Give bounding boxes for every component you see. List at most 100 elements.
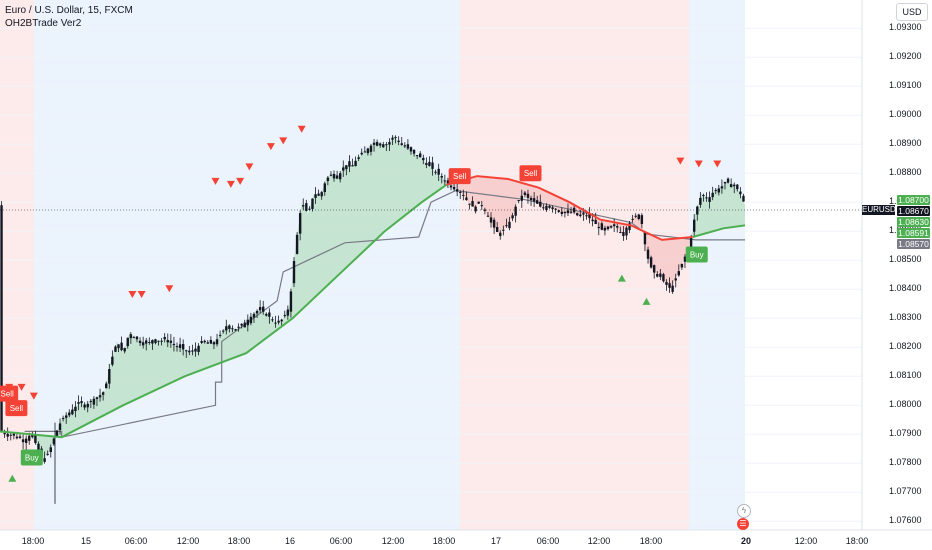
currency-button[interactable]: USD bbox=[896, 3, 928, 21]
candle-body bbox=[689, 237, 693, 252]
candle-body bbox=[532, 198, 536, 202]
candle-body bbox=[366, 148, 370, 154]
trailing-stop-line bbox=[24, 189, 745, 438]
price-tick-label: 1.09000 bbox=[889, 109, 922, 120]
candle-body bbox=[28, 435, 31, 441]
candle-body bbox=[61, 417, 65, 419]
candle-body bbox=[588, 213, 591, 219]
candle-body bbox=[335, 175, 339, 179]
candle-body bbox=[169, 340, 173, 343]
candle-body bbox=[363, 151, 367, 153]
candle-body bbox=[348, 161, 351, 167]
candle-body bbox=[659, 273, 662, 277]
candle-body bbox=[111, 356, 114, 365]
candle-body bbox=[542, 207, 545, 209]
candle-body bbox=[280, 319, 283, 322]
candle-body bbox=[499, 232, 502, 237]
candle-body bbox=[80, 401, 83, 404]
candle-body bbox=[477, 201, 480, 204]
candle-body bbox=[437, 168, 440, 175]
price-tick-label: 1.08300 bbox=[889, 312, 922, 323]
candle-body bbox=[742, 195, 745, 202]
candle-body bbox=[625, 227, 628, 236]
candle-body bbox=[612, 224, 616, 227]
candle-body bbox=[351, 165, 354, 167]
candle-body bbox=[662, 274, 665, 282]
candle-body bbox=[502, 229, 505, 231]
moving-average-line bbox=[0, 183, 447, 439]
candle-body bbox=[302, 205, 305, 207]
session-backgrounds bbox=[0, 0, 745, 530]
lightning-icon[interactable]: ϟ bbox=[737, 504, 751, 518]
indicator-name[interactable]: OH2BTrade Ver2 bbox=[5, 18, 82, 29]
sell-label-text: Sell bbox=[453, 172, 467, 181]
candle-body bbox=[400, 143, 403, 145]
time-tick-label: 12:00 bbox=[794, 536, 818, 546]
price-tick-label: 1.08200 bbox=[889, 341, 922, 352]
candle-body bbox=[474, 206, 477, 212]
sell-arrow-icon bbox=[29, 392, 38, 400]
candle-body bbox=[406, 144, 410, 149]
candle-body bbox=[468, 203, 471, 205]
candle-body bbox=[526, 193, 530, 198]
candle-body bbox=[378, 143, 382, 146]
time-tick-label: 18:00 bbox=[845, 536, 869, 546]
sell-label-box bbox=[448, 168, 471, 185]
flag-icon[interactable]: ☰ bbox=[737, 518, 749, 530]
sell-label-text: Sell bbox=[524, 169, 538, 178]
candle-body bbox=[603, 227, 607, 231]
candle-body bbox=[298, 213, 302, 234]
candle-body bbox=[489, 217, 493, 223]
candle-body bbox=[609, 226, 613, 228]
sell-arrow-icon bbox=[17, 383, 26, 391]
candle-body bbox=[98, 395, 102, 398]
price-tag: 1.08570 bbox=[897, 239, 930, 249]
candle-body bbox=[422, 157, 425, 161]
candle-body bbox=[579, 214, 582, 217]
candle-body bbox=[228, 325, 231, 329]
candle-body bbox=[289, 291, 293, 312]
candle-body bbox=[665, 282, 668, 285]
symbol-title[interactable]: Euro / U.S. Dollar, 15, FXCM bbox=[5, 5, 133, 16]
sell-arrow-icon bbox=[676, 157, 685, 165]
candle-body bbox=[449, 185, 453, 188]
candle-body bbox=[129, 334, 133, 339]
candle-body bbox=[680, 263, 684, 268]
candle-body bbox=[585, 215, 588, 217]
candle-body bbox=[409, 147, 413, 152]
sell-arrow-icon bbox=[226, 180, 235, 188]
candle-body bbox=[206, 342, 209, 344]
candle-body bbox=[739, 191, 742, 195]
candle-body bbox=[631, 218, 634, 220]
candle-body bbox=[357, 157, 360, 159]
time-tick-label: 20 bbox=[740, 536, 752, 546]
candle-body bbox=[425, 163, 428, 165]
candle-body bbox=[486, 215, 490, 217]
candle-body bbox=[551, 207, 554, 210]
candle-body bbox=[696, 206, 699, 215]
candle-body bbox=[141, 342, 145, 346]
candle-body bbox=[394, 137, 397, 139]
candle-body bbox=[443, 180, 447, 182]
candle-body bbox=[308, 208, 311, 210]
candle-body bbox=[671, 285, 674, 292]
candle-body bbox=[554, 208, 557, 210]
price-tag: 1.08630 bbox=[897, 217, 930, 227]
sell-arrow-icon bbox=[211, 177, 220, 185]
candle-body bbox=[52, 438, 56, 445]
sell-arrow-icon bbox=[297, 125, 306, 133]
price-tick-label: 1.08100 bbox=[889, 370, 922, 381]
candle-body bbox=[157, 340, 160, 342]
candle-body bbox=[640, 215, 644, 224]
candle-body bbox=[459, 191, 462, 193]
candle-body bbox=[628, 223, 631, 231]
candle-body bbox=[529, 197, 533, 201]
candle-body bbox=[545, 205, 548, 211]
candle-body bbox=[123, 347, 126, 352]
candle-body bbox=[200, 340, 203, 343]
candle-body bbox=[86, 403, 89, 408]
candle-body bbox=[369, 145, 373, 152]
price-tick-label: 1.08900 bbox=[889, 138, 922, 149]
price-tick-label: 1.08500 bbox=[889, 254, 922, 265]
